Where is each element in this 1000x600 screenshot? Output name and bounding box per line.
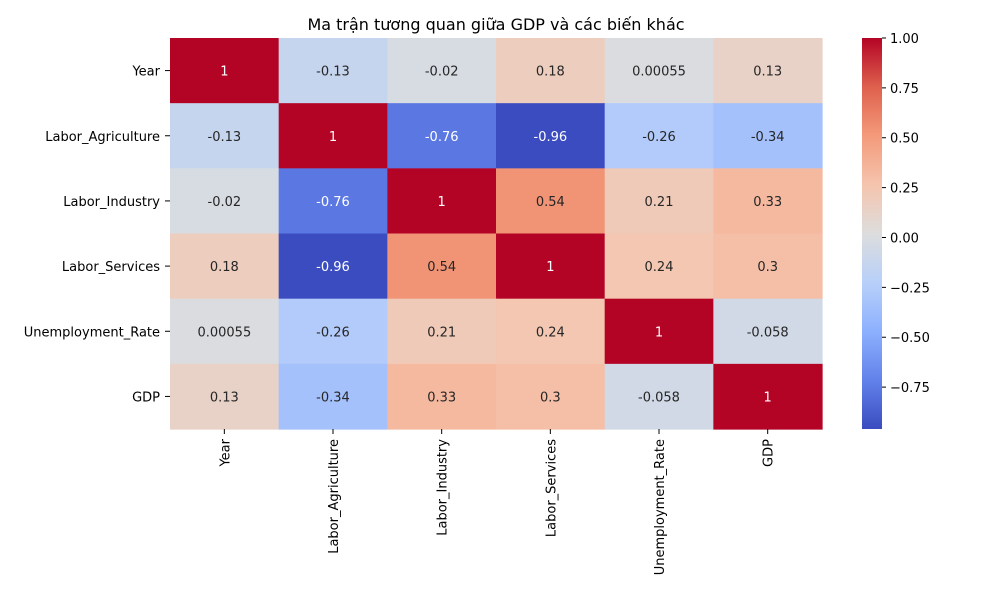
heatmap-cell-4-5 [713,298,823,365]
y-tick-label: GDP [132,390,160,405]
cell-label-0-2: -0.02 [425,65,459,80]
heatmap-cell-3-1 [278,233,388,300]
heatmap-cell-2-5 [713,168,823,235]
heatmap-cell-3-3 [496,233,606,300]
heatmap-cell-4-3 [496,298,606,365]
y-tick-label: Year [131,65,160,80]
y-axis-labels: Year Labor_Agriculture Labor_Industry Labor… [24,65,170,405]
cell-label-2-0: -0.02 [208,195,242,210]
heatmap-cell-1-3 [496,103,606,169]
x-tick-label: GDP [762,439,777,467]
cell-label-4-2: 0.21 [427,325,456,340]
heatmap-cell-1-2 [387,103,497,169]
chart-title: Ma trận tương quan giữa GDP và các biến … [307,15,684,34]
heatmap-cell-0-5 [713,38,823,104]
colorbar-tick-label: −0.25 [890,281,930,296]
cell-label-4-4: 1 [655,325,663,340]
cell-label-1-4: -0.26 [642,130,676,145]
x-tick-label: Labor_Industry [436,439,451,536]
heatmap-cells: 1 -0.13 -0.02 0.18 0.00055 0.13 -0.13 1 -0.76 -0.… [170,38,823,430]
cell-label-4-3: 0.24 [536,325,565,340]
heatmap-cell-0-1 [278,38,388,104]
heatmap-cell-2-0 [170,168,280,235]
x-axis-labels: Year Labor_Agriculture Labor_Industry Labor… [218,429,777,575]
cell-label-0-5: 0.13 [753,65,782,80]
cell-label-5-5: 1 [764,390,772,405]
y-tick-label: Labor_Agriculture [45,130,160,145]
heatmap-cell-4-0 [170,298,280,365]
x-tick-label: Unemployment_Rate [653,439,668,575]
heatmap-cell-5-2 [387,363,497,430]
cell-label-2-3: 0.54 [536,195,565,210]
heatmap-cell-5-1 [278,363,388,430]
heatmap-cell-3-4 [604,233,714,300]
colorbar-tick-label: 0.75 [890,82,919,97]
heatmap-cell-5-0 [170,363,280,430]
heatmap-cell-5-4 [604,363,714,430]
cell-label-0-1: -0.13 [316,65,350,80]
cell-label-3-0: 0.18 [210,260,239,275]
heatmap-cell-2-4 [604,168,714,235]
heatmap-cell-1-4 [604,103,714,169]
cell-label-2-2: 1 [438,195,446,210]
heatmap-cell-2-1 [278,168,388,235]
cell-label-5-4: -0.058 [638,390,680,405]
cell-label-4-0: 0.00055 [197,325,251,340]
x-tick-label: Year [218,438,233,467]
heatmap-cell-3-0 [170,233,280,300]
x-tick-label: Labor_Agriculture [327,439,342,554]
cell-label-1-0: -0.13 [208,130,242,145]
cell-label-5-2: 0.33 [427,390,456,405]
cell-label-3-1: -0.96 [316,260,350,275]
heatmap-cell-5-3 [496,363,606,430]
colorbar-tick-label: 1.00 [890,32,919,47]
cell-label-1-2: -0.76 [425,130,459,145]
cell-label-1-5: -0.34 [751,130,785,145]
colorbar: 1.00 0.75 0.50 0.25 0.00 −0.25 −0.50 −0.75 [862,32,930,429]
heatmap-cell-3-5 [713,233,823,300]
cell-label-2-1: -0.76 [316,195,350,210]
colorbar-tick-label: 0.00 [890,231,919,246]
cell-label-5-3: 0.3 [540,390,561,405]
heatmap-cell-2-2 [387,168,497,235]
x-tick-label: Labor_Services [544,439,559,537]
colorbar-tick-label: −0.50 [890,331,930,346]
colorbar-tick-label: −0.75 [890,381,930,396]
heatmap-cell-0-2 [387,38,497,104]
cell-label-4-5: -0.058 [747,325,789,340]
cell-label-1-1: 1 [329,130,337,145]
heatmap-cell-0-4 [604,38,714,104]
heatmap-cell-3-2 [387,233,497,300]
colorbar-tick-label: 0.50 [890,132,919,147]
heatmap-cell-2-3 [496,168,606,235]
cell-label-5-0: 0.13 [210,390,239,405]
cell-label-2-4: 0.21 [645,195,674,210]
cell-label-0-3: 0.18 [536,65,565,80]
heatmap-cell-1-5 [713,103,823,169]
cell-label-5-1: -0.34 [316,390,350,405]
y-tick-label: Labor_Services [62,260,160,275]
colorbar-tick-label: 0.25 [890,182,919,197]
cell-label-3-4: 0.24 [645,260,674,275]
heatmap-cell-1-0 [170,103,280,169]
y-tick-label: Labor_Industry [63,195,160,210]
cell-label-1-3: -0.96 [534,130,568,145]
cell-label-0-4: 0.00055 [632,65,686,80]
colorbar-gradient [862,38,882,429]
heatmap-cell-0-0 [170,38,280,104]
heatmap-cell-0-3 [496,38,606,104]
heatmap-cell-1-1 [278,103,388,169]
heatmap-cell-5-5 [713,363,823,430]
cell-label-3-2: 0.54 [427,260,456,275]
y-tick-label: Unemployment_Rate [24,325,160,340]
heatmap-cell-4-4 [604,298,714,365]
heatmap-cell-4-1 [278,298,388,365]
cell-label-0-0: 1 [220,65,228,80]
cell-label-4-1: -0.26 [316,325,350,340]
cell-label-3-5: 0.3 [757,260,778,275]
cell-label-3-3: 1 [546,260,554,275]
heatmap-cell-4-2 [387,298,497,365]
cell-label-2-5: 0.33 [753,195,782,210]
